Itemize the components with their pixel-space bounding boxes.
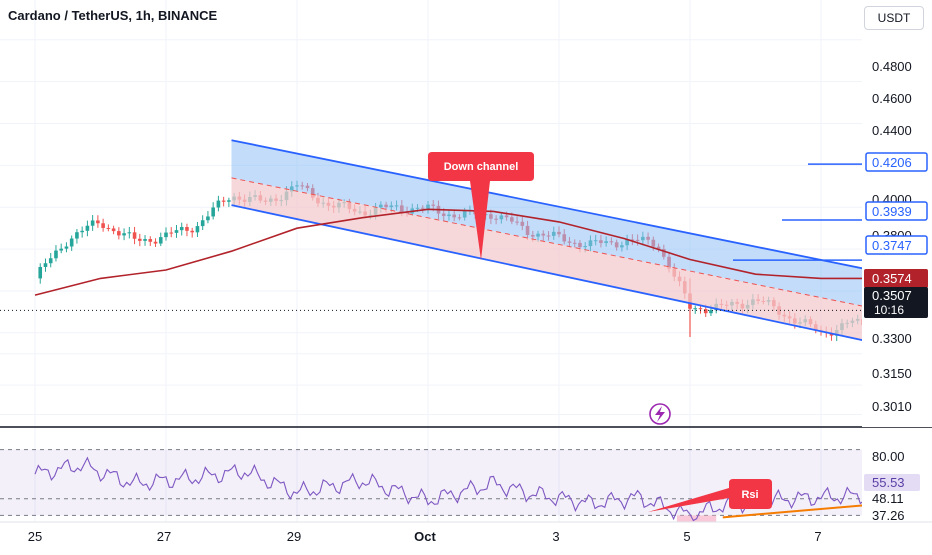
price-label-level-low-text: 0.3747 bbox=[872, 238, 912, 253]
candle-body bbox=[206, 216, 210, 220]
rsi-tick: 80.00 bbox=[872, 449, 905, 464]
candle-body bbox=[112, 228, 116, 231]
candle-body bbox=[159, 237, 163, 243]
price-tick: 0.3300 bbox=[872, 331, 912, 346]
time-axis[interactable]: 25 27 29 Oct 3 5 7 bbox=[0, 522, 932, 550]
candle-body bbox=[70, 239, 74, 247]
candle-body bbox=[211, 207, 215, 216]
rsi-value-text: 55.53 bbox=[872, 475, 905, 490]
candle-body bbox=[107, 228, 111, 229]
candle-body bbox=[75, 232, 79, 238]
candle-body bbox=[138, 239, 142, 241]
candle-body bbox=[59, 249, 63, 251]
candle-body bbox=[699, 308, 703, 309]
price-label-ma-text: 0.3574 bbox=[872, 271, 912, 286]
candle-body bbox=[148, 239, 152, 242]
candle-body bbox=[190, 231, 194, 233]
price-axis[interactable]: 0.4800 0.4600 0.4400 0.4000 0.3800 0.330… bbox=[862, 0, 932, 427]
price-label-target-text: 0.4206 bbox=[872, 155, 912, 170]
rsi-tick: 37.26 bbox=[872, 508, 905, 523]
candle-body bbox=[44, 263, 48, 267]
time-tick: 25 bbox=[28, 529, 42, 544]
candle-body bbox=[128, 232, 132, 233]
candle-body bbox=[227, 200, 231, 201]
time-tick: 29 bbox=[287, 529, 301, 544]
candle-body bbox=[80, 231, 84, 232]
candle-body bbox=[54, 251, 58, 259]
candle-body bbox=[65, 246, 69, 248]
candle-body bbox=[196, 226, 200, 232]
time-tick: 27 bbox=[157, 529, 171, 544]
candle-body bbox=[164, 233, 168, 238]
candle-body bbox=[38, 267, 42, 278]
candle-body bbox=[96, 220, 100, 223]
candle-body bbox=[49, 258, 53, 263]
currency-selector[interactable]: USDT bbox=[864, 6, 924, 30]
candle-body bbox=[693, 308, 697, 309]
price-tick: 0.4600 bbox=[872, 91, 912, 106]
candle-body bbox=[180, 227, 184, 230]
candle-body bbox=[154, 242, 158, 244]
rsi-tick: 48.11 bbox=[872, 491, 904, 506]
price-tick: 0.3150 bbox=[872, 366, 912, 381]
candle-body bbox=[117, 231, 121, 235]
time-tick: 5 bbox=[683, 529, 690, 544]
time-tick: 3 bbox=[552, 529, 559, 544]
candle-body bbox=[185, 227, 189, 231]
candle-body bbox=[217, 201, 221, 208]
candle-body bbox=[86, 226, 90, 231]
price-tick: 0.4800 bbox=[872, 59, 912, 74]
candle-body bbox=[222, 201, 226, 202]
candle-body bbox=[175, 230, 179, 233]
chart-title: Cardano / TetherUS, 1h, BINANCE bbox=[8, 8, 217, 23]
candle-body bbox=[133, 232, 137, 238]
candle-body bbox=[122, 233, 126, 235]
price-tick: 0.4400 bbox=[872, 123, 912, 138]
candle-countdown: 10:16 bbox=[874, 303, 904, 317]
candle-body bbox=[101, 223, 105, 228]
time-tick: 7 bbox=[814, 529, 821, 544]
time-tick: Oct bbox=[414, 529, 436, 544]
candle-body bbox=[201, 220, 205, 226]
lightning-icon[interactable] bbox=[650, 404, 670, 424]
candle-body bbox=[704, 309, 708, 313]
rsi-axis[interactable]: 80.00 55.53 48.11 37.26 bbox=[862, 428, 932, 523]
price-label-last-text: 0.3507 bbox=[872, 288, 912, 303]
price-label-level-mid-text: 0.3939 bbox=[872, 204, 912, 219]
rsi-pane bbox=[0, 450, 932, 522]
down-channel-label: Down channel bbox=[444, 161, 519, 173]
price-tick: 0.3010 bbox=[872, 399, 912, 414]
candle-body bbox=[169, 233, 173, 234]
candle-body bbox=[91, 220, 95, 225]
rsi-callout-label: Rsi bbox=[741, 489, 758, 501]
candle-body bbox=[143, 239, 147, 241]
